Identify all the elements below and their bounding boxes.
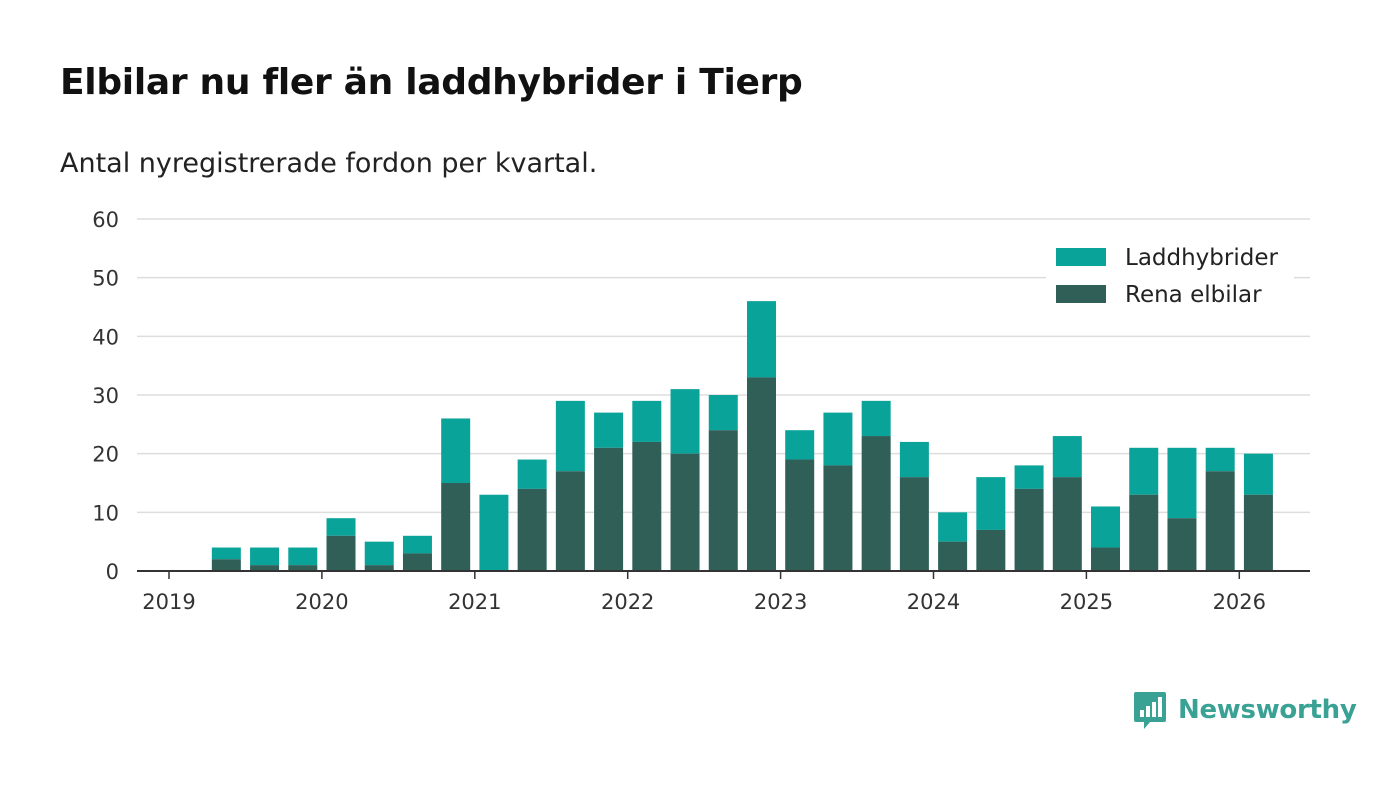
bar-laddhybrider — [1052, 436, 1082, 478]
bar-laddhybrider — [670, 389, 700, 454]
bar-rena-elbilar — [555, 471, 585, 571]
bar-laddhybrider — [1243, 453, 1273, 495]
bar-rena-elbilar — [708, 430, 738, 571]
x-tick-label: 2024 — [907, 590, 960, 614]
bar-rena-elbilar — [899, 477, 929, 571]
bar-laddhybrider — [785, 430, 815, 460]
brand-logo: Newsworthy — [1132, 690, 1357, 730]
bar-laddhybrider — [479, 494, 509, 571]
bar-rena-elbilar — [976, 529, 1006, 571]
y-tick-label: 30 — [92, 384, 119, 408]
bar-laddhybrider — [555, 400, 585, 472]
brand-name: Newsworthy — [1178, 695, 1357, 725]
x-axis: 2019 2020 2021 2022 2023 2024 2025 2026 — [137, 570, 1310, 614]
bar-rena-elbilar — [211, 559, 241, 571]
bar-rena-elbilar — [1014, 488, 1044, 571]
bar-rena-elbilar — [670, 453, 700, 571]
legend-swatch-phev — [1056, 248, 1106, 266]
bar-rena-elbilar — [1129, 494, 1159, 571]
bar-rena-elbilar — [938, 541, 968, 571]
chart-title: Elbilar nu fler än laddhybrider i Tierp — [60, 62, 803, 103]
bar-rena-elbilar — [1167, 518, 1197, 571]
bar-rena-elbilar — [861, 436, 891, 571]
bar-rena-elbilar — [1091, 547, 1121, 571]
bar-rena-elbilar — [326, 535, 356, 571]
y-axis: 0 10 20 30 40 50 60 — [92, 208, 119, 584]
bar-rena-elbilar — [517, 488, 547, 571]
bar-rena-elbilar — [746, 377, 776, 571]
bar-rena-elbilar — [594, 447, 624, 571]
x-tick-label: 2026 — [1213, 590, 1266, 614]
bar-laddhybrider — [594, 412, 624, 448]
bar-rena-elbilar — [441, 483, 471, 571]
bar-laddhybrider — [211, 547, 241, 560]
bar-rena-elbilar — [402, 553, 432, 571]
x-tick-label: 2021 — [448, 590, 501, 614]
bar-rena-elbilar — [632, 441, 662, 571]
bars — [211, 301, 1273, 571]
x-tick-label: 2020 — [295, 590, 348, 614]
x-tick-label: 2023 — [754, 590, 807, 614]
bar-rena-elbilar — [250, 565, 280, 571]
bar-rena-elbilar — [288, 565, 318, 571]
y-tick-label: 20 — [92, 443, 119, 467]
bar-rena-elbilar — [823, 465, 853, 571]
bar-rena-elbilar — [1205, 471, 1235, 571]
bar-laddhybrider — [402, 535, 432, 554]
bar-laddhybrider — [899, 441, 929, 478]
bar-laddhybrider — [288, 547, 318, 566]
bar-laddhybrider — [861, 400, 891, 437]
newsworthy-icon — [1134, 692, 1166, 729]
x-tick-label: 2022 — [601, 590, 654, 614]
legend-label-ev: Rena elbilar — [1125, 282, 1262, 308]
x-tick-label: 2019 — [142, 590, 195, 614]
bar-rena-elbilar — [364, 565, 394, 571]
bar-laddhybrider — [1205, 447, 1235, 472]
y-tick-label: 40 — [92, 325, 119, 349]
bar-laddhybrider — [708, 395, 738, 431]
bar-laddhybrider — [364, 541, 394, 566]
bar-laddhybrider — [1091, 506, 1121, 548]
chart-subtitle: Antal nyregistrerade fordon per kvartal. — [60, 148, 598, 179]
y-tick-label: 60 — [92, 208, 119, 232]
bar-laddhybrider — [823, 412, 853, 466]
y-tick-label: 50 — [92, 267, 119, 291]
bar-laddhybrider — [938, 512, 968, 542]
bar-rena-elbilar — [785, 459, 815, 571]
bar-laddhybrider — [976, 477, 1006, 530]
y-tick-label: 0 — [106, 560, 119, 584]
bar-rena-elbilar — [1052, 477, 1082, 571]
x-tick-label: 2025 — [1060, 590, 1113, 614]
legend-swatch-ev — [1056, 285, 1106, 303]
bar-laddhybrider — [326, 518, 356, 536]
y-tick-label: 10 — [92, 501, 119, 525]
bar-laddhybrider — [250, 547, 280, 566]
bar-laddhybrider — [1014, 465, 1044, 489]
legend: Laddhybrider Rena elbilar — [1046, 236, 1294, 316]
bar-laddhybrider — [517, 459, 547, 489]
bar-laddhybrider — [746, 301, 776, 378]
bar-laddhybrider — [1129, 447, 1159, 495]
bar-laddhybrider — [441, 418, 471, 483]
bar-laddhybrider — [1167, 447, 1197, 519]
bar-laddhybrider — [632, 400, 662, 442]
bar-rena-elbilar — [1243, 494, 1273, 571]
legend-label-phev: Laddhybrider — [1125, 245, 1278, 271]
